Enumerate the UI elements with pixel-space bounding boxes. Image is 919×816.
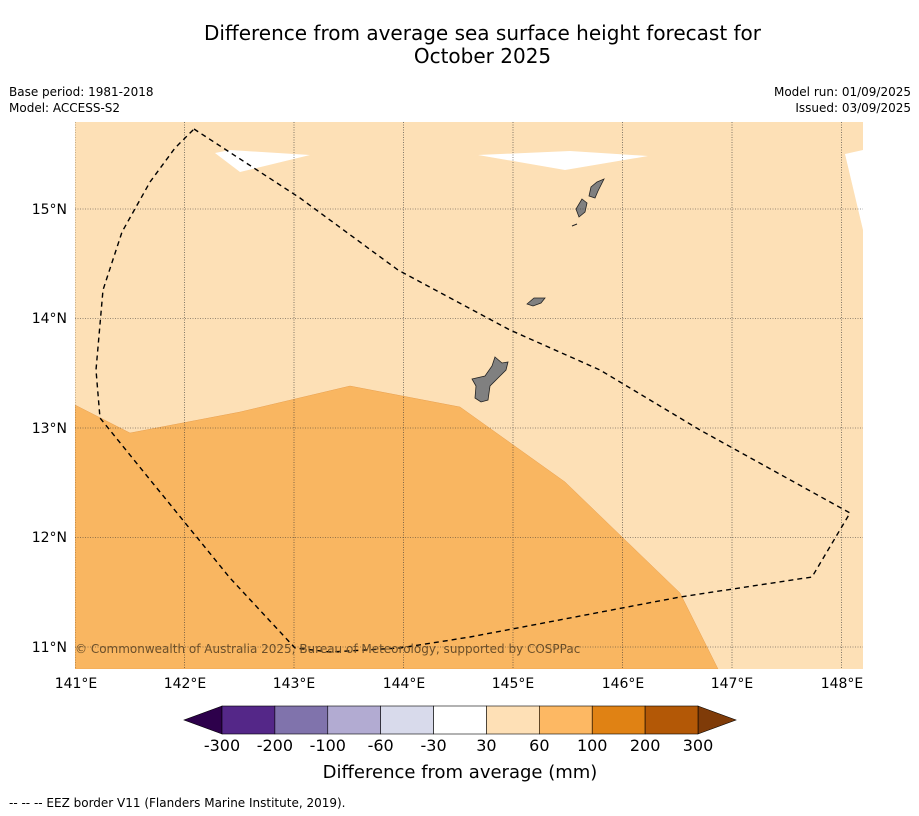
colorbar-label: -30	[420, 736, 446, 755]
neutral-patch-3	[845, 150, 863, 230]
lat-tick-11n: 11°N	[32, 640, 67, 656]
map-title: Difference from average sea surface heig…	[0, 22, 919, 68]
lon-tick-146e: 146°E	[602, 676, 645, 692]
title-line-1: Difference from average sea surface heig…	[203, 21, 762, 45]
colorbar-cell	[591, 705, 646, 735]
colorbar-cell	[644, 705, 699, 735]
graticule	[75, 122, 863, 669]
map-area: © Commonwealth of Australia 2025, Bureau…	[75, 122, 863, 669]
copyright-notice: © Commonwealth of Australia 2025, Bureau…	[75, 642, 580, 656]
colorbar-cell	[433, 705, 487, 735]
colorbar-cell	[274, 705, 329, 735]
colorbar-cell	[327, 705, 381, 735]
meta-left: Base period: 1981-2018 Model: ACCESS-S2	[9, 84, 154, 116]
lon-tick-148e: 148°E	[821, 676, 864, 692]
base-period: Base period: 1981-2018	[9, 85, 154, 99]
lon-tick-142e: 142°E	[164, 676, 207, 692]
lat-tick-14n: 14°N	[32, 311, 67, 327]
lon-tick-144e: 144°E	[383, 676, 426, 692]
colorbar-title: Difference from average (mm)	[323, 762, 598, 783]
colorbar-over-arrow	[697, 705, 737, 735]
lat-ticks: 15°N 14°N 13°N 12°N 11°N	[32, 202, 67, 656]
guam-island	[471, 356, 509, 403]
saipan-island	[588, 178, 605, 199]
eez-legend-note: -- -- -- EEZ border V11 (Flanders Marine…	[9, 796, 346, 810]
colorbar-label: 200	[630, 736, 661, 755]
neutral-patch-2	[478, 151, 648, 170]
colorbar-label: -100	[310, 736, 346, 755]
lon-tick-147e: 147°E	[711, 676, 754, 692]
tinian-island	[575, 198, 588, 218]
colorbar-label: -200	[257, 736, 293, 755]
colorbar-label: -300	[204, 736, 240, 755]
model-run: Model run: 01/09/2025	[773, 85, 911, 99]
colorbar: -300 -200 -100 -60 -30 30 60 100 200 300 Differen…	[183, 705, 737, 783]
colorbar-under-arrow	[183, 705, 223, 735]
anomaly-60-100-region	[75, 385, 719, 669]
lon-tick-143e: 143°E	[273, 676, 316, 692]
colorbar-cell	[486, 705, 540, 735]
colorbar-cell	[380, 705, 434, 735]
lon-tick-141e: 141°E	[55, 676, 98, 692]
lat-tick-12n: 12°N	[32, 530, 67, 546]
colorbar-label: 30	[476, 736, 496, 755]
neutral-patch-1	[215, 150, 310, 172]
issued-date: Issued: 03/09/2025	[795, 101, 911, 115]
lon-tick-145e: 145°E	[492, 676, 535, 692]
colorbar-label: 60	[529, 736, 549, 755]
aguijan-islet	[571, 223, 578, 227]
meta-right: Model run: 01/09/2025 Issued: 03/09/2025	[774, 84, 911, 116]
model-name: Model: ACCESS-S2	[9, 101, 121, 115]
colorbar-cell	[221, 705, 276, 735]
lon-ticks: 141°E 142°E 143°E 144°E 145°E 146°E 147°…	[55, 676, 864, 692]
title-line-2: October 2025	[413, 44, 552, 68]
colorbar-label: 300	[683, 736, 714, 755]
lat-tick-13n: 13°N	[32, 421, 67, 437]
colorbar-label: -60	[368, 736, 394, 755]
eez-border	[95, 128, 851, 653]
rota-island	[526, 297, 546, 307]
lat-tick-15n: 15°N	[32, 202, 67, 218]
colorbar-cell	[539, 705, 593, 735]
colorbar-label: 100	[577, 736, 608, 755]
